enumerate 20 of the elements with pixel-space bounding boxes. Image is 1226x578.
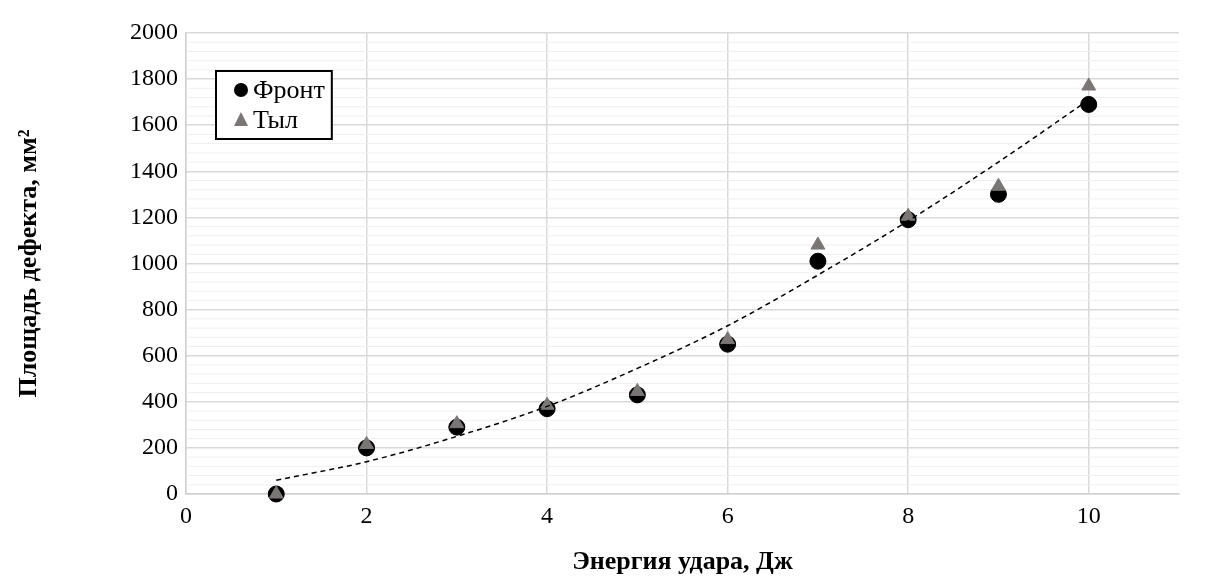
y-tick-label: 400: [142, 387, 178, 414]
y-tick-label: 1000: [130, 248, 178, 275]
y-tick-label: 1400: [130, 156, 178, 183]
y-tick-label: 800: [142, 294, 178, 321]
y-tick-label: 1200: [130, 202, 178, 229]
x-tick-label: 8: [902, 501, 915, 528]
y-tick-label: 2000: [130, 18, 178, 45]
x-axis-title: Энергия удара, Дж: [572, 546, 793, 576]
x-tick-label: 6: [721, 501, 734, 528]
y-tick-label: 0: [166, 479, 178, 506]
y-tick-label: 600: [142, 341, 178, 367]
x-tick-label: 10: [1076, 501, 1101, 528]
x-tick-label: 2: [360, 501, 373, 528]
legend-label: Фронт: [253, 74, 325, 104]
x-tick-label: 4: [541, 501, 554, 528]
y-tick-label: 1800: [130, 64, 178, 91]
y-axis-title: Площадь дефекта, мм²: [13, 129, 43, 398]
y-tick-label: 1600: [130, 110, 178, 137]
legend-label: Тыл: [253, 104, 299, 134]
y-tick-label: 200: [142, 433, 178, 460]
